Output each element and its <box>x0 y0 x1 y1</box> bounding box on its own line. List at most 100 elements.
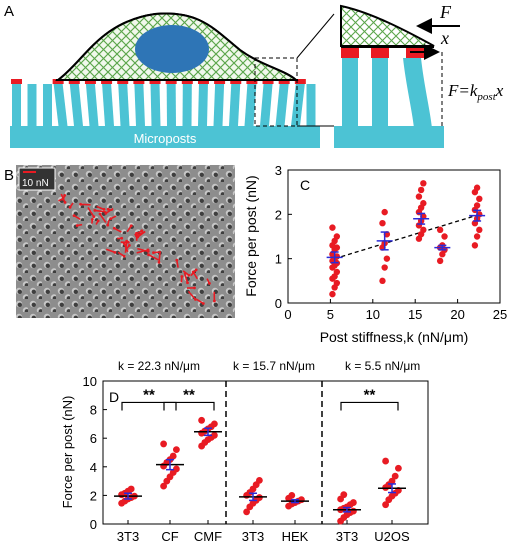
zoom-cap-2 <box>371 48 389 58</box>
plot-c-ylabel: Force per post (nN) <box>243 175 259 296</box>
scale-box <box>18 167 56 191</box>
post-cap <box>149 79 161 84</box>
micropost-base-label: Microposts <box>134 131 197 146</box>
panel-d: k = 22.3 nN/μm k = 15.7 nN/μm k = 5.5 nN… <box>60 359 429 544</box>
plot-c-xlabel: Post stiffness,k (nN/μm) <box>320 329 469 345</box>
data-point <box>473 233 481 240</box>
force-vector-dot <box>90 217 94 221</box>
force-vector-dot <box>96 219 100 223</box>
force-vector-dot <box>63 200 67 204</box>
micropost <box>213 84 225 126</box>
data-point <box>382 457 389 465</box>
data-point <box>329 224 336 231</box>
data-point <box>381 264 388 271</box>
x-tick-label: 20 <box>450 307 464 322</box>
scale-label: 10 nN <box>22 178 49 189</box>
micropost <box>291 84 305 126</box>
zoom-post-2 <box>372 58 388 128</box>
data-point <box>383 255 391 262</box>
data-point <box>476 195 483 203</box>
force-vector-dot <box>180 275 184 278</box>
force-vector-dot <box>175 258 179 262</box>
force-vector <box>137 230 146 238</box>
category-label: HEK <box>282 529 309 544</box>
force-vector-dot <box>106 223 110 227</box>
force-vector-dot <box>106 207 110 211</box>
x-tick-label: 25 <box>493 307 507 322</box>
panel-c-label: C <box>300 177 310 193</box>
zoom-post-deflected <box>403 58 432 128</box>
force-vector <box>148 253 159 261</box>
force-vector <box>105 248 116 254</box>
x-tick-label: 15 <box>408 307 422 322</box>
force-vector-dot <box>122 241 126 245</box>
force-vector-dot <box>193 286 196 290</box>
micropost <box>53 84 68 126</box>
micropost <box>166 84 176 126</box>
y-tick-label: 2 <box>275 207 282 222</box>
force-vector <box>183 272 189 283</box>
plot-c-frame <box>287 169 501 304</box>
data-point <box>160 482 168 490</box>
y-tick-label: 6 <box>90 431 97 446</box>
force-vector-dot <box>93 209 97 212</box>
force-vector-dot <box>194 297 197 301</box>
force-vector-dot <box>122 254 126 258</box>
data-point <box>473 184 481 191</box>
section-label-1: k = 22.3 nN/μm <box>118 359 200 373</box>
x-tick-label: 0 <box>284 307 291 322</box>
micropost <box>69 84 83 126</box>
post-cap <box>214 79 226 84</box>
significance-bracket <box>163 401 215 411</box>
panel-d-label: D <box>109 389 119 405</box>
category-label: 3T3 <box>242 529 264 544</box>
force-vector-dot <box>72 214 76 218</box>
x-tick-label: 5 <box>327 307 334 322</box>
data-point <box>169 452 177 460</box>
force-vector <box>158 251 161 263</box>
post-cap <box>181 79 193 84</box>
data-point <box>173 465 180 473</box>
force-vector <box>187 290 197 300</box>
zoom-base <box>334 126 444 148</box>
significance-label: ** <box>364 386 376 403</box>
micropost <box>244 84 257 126</box>
data-point <box>198 416 206 424</box>
data-point <box>173 446 180 454</box>
formula: F=kpostx <box>447 81 504 103</box>
fit-line <box>334 214 478 260</box>
data-point <box>471 242 479 249</box>
post-cap <box>262 79 274 84</box>
post-cap <box>101 79 113 84</box>
data-point <box>288 492 296 499</box>
panel-b: B 10 nN <box>4 165 235 318</box>
force-vector-dot <box>187 273 191 277</box>
data-point <box>333 268 341 276</box>
force-vectors <box>58 193 216 305</box>
zoom-region-box <box>254 57 298 127</box>
data-point <box>340 491 348 499</box>
panel-a-label: A <box>4 3 14 20</box>
y-tick-label: 0 <box>275 296 282 311</box>
data-point <box>127 485 135 493</box>
data-point <box>382 501 389 509</box>
force-vector-dot <box>102 208 106 211</box>
data-point <box>329 290 336 298</box>
plot-d-data: ** ** ** <box>114 386 406 525</box>
panel-a: A Microposts F x F <box>4 2 504 148</box>
micropost <box>150 84 161 126</box>
data-point <box>391 472 399 480</box>
force-vector-dot <box>140 229 144 233</box>
micropost-base <box>10 126 320 148</box>
force-vector-dot <box>68 205 72 209</box>
micropost <box>260 84 273 126</box>
data-point <box>417 186 425 194</box>
data-point <box>381 208 388 216</box>
plot-d-axes: 0 2 4 6 8 10 3T3 CF CMF 3T3 HEK 3T3 U2OS <box>83 374 410 544</box>
post-cap <box>11 79 22 84</box>
micropost <box>134 84 145 126</box>
y-tick-label: 10 <box>83 374 97 389</box>
y-tick-label: 2 <box>90 488 97 503</box>
data-point <box>473 202 481 209</box>
zoom-detail: F x F=kpostx <box>334 2 504 148</box>
